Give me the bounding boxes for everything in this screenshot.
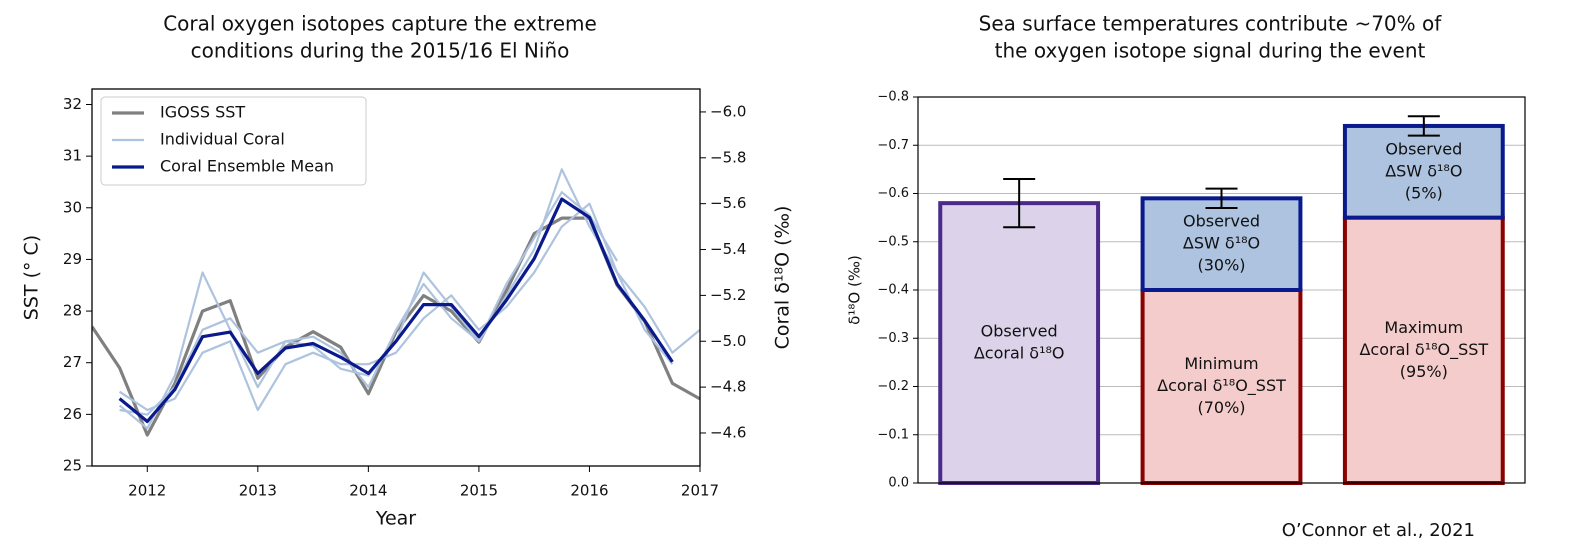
segment-label: (5%) (1405, 183, 1443, 202)
y-tick-label: 29 (63, 250, 82, 268)
legend-label: Individual Coral (160, 130, 285, 149)
chart-title: the oxygen isotope signal during the eve… (995, 39, 1426, 63)
y-axis-label: δ¹⁸O (‰) (846, 255, 864, 325)
bar-segment (938, 201, 1101, 485)
chart-title: Sea surface temperatures contribute ~70%… (979, 12, 1443, 36)
y2-axis-label: Coral δ¹⁸O (‰) (772, 206, 794, 350)
y2-tick-label: −5.6 (710, 194, 746, 212)
error-bar (1205, 187, 1238, 209)
y2-tick-label: −5.8 (710, 148, 746, 166)
x-tick-label: 2013 (239, 482, 277, 500)
segment-label: ΔSW δ¹⁸O (1385, 161, 1462, 180)
y-tick-label: −0.3 (877, 331, 909, 346)
segment-label: Observed (1183, 212, 1260, 231)
y-tick-label: −0.8 (877, 90, 909, 105)
y-tick-label: −0.4 (877, 283, 909, 298)
y-tick-label: −0.5 (877, 234, 909, 249)
chart-title: conditions during the 2015/16 El Niño (191, 39, 570, 63)
credit: O’Connor et al., 2021 (1282, 520, 1475, 541)
segment-label: Observed (1385, 139, 1462, 158)
axes-frame (91, 88, 701, 467)
segment-label: (30%) (1197, 256, 1245, 275)
x-tick-label: 2016 (570, 482, 608, 500)
y-tick-label: 28 (63, 302, 82, 320)
x-tick-label: 2012 (128, 482, 166, 500)
error-bar (1003, 178, 1036, 229)
y2-tick-label: −5.4 (710, 240, 746, 258)
segment-label: (70%) (1197, 398, 1245, 417)
x-tick-label: 2014 (349, 482, 387, 500)
axes-frame (917, 96, 1526, 484)
y2-tick-label: −4.6 (710, 423, 746, 441)
y-tick-label: −0.1 (877, 427, 909, 442)
series-line (118, 197, 674, 424)
y2-tick-label: −5.2 (710, 286, 746, 304)
y-tick-label: 32 (63, 95, 82, 113)
y-axis-label: SST (° C) (21, 235, 43, 320)
segment-label: ΔSW δ¹⁸O (1183, 234, 1260, 253)
bar-segment (1342, 123, 1505, 220)
y-tick-label: −0.7 (877, 138, 909, 153)
legend-label: IGOSS SST (160, 103, 245, 122)
legend-box (100, 96, 367, 186)
y2-tick-label: −6.0 (710, 102, 746, 120)
y-tick-label: 26 (63, 405, 82, 423)
error-bar (1407, 115, 1440, 137)
segment-label: Δcoral δ¹⁸O (974, 344, 1065, 363)
y-tick-label: 0.0 (888, 476, 909, 491)
y-tick-label: 27 (63, 353, 82, 371)
x-tick-label: 2017 (681, 482, 719, 500)
y-tick-label: 30 (63, 198, 82, 216)
y-tick-label: −0.6 (877, 186, 909, 201)
segment-label: Maximum (1384, 318, 1463, 337)
bar-segment (1140, 196, 1303, 292)
segment-label: Observed (981, 322, 1058, 341)
bar-segment (1140, 288, 1303, 485)
y2-tick-label: −5.0 (710, 332, 746, 350)
chart-title: Coral oxygen isotopes capture the extrem… (163, 12, 597, 36)
segment-label: (95%) (1400, 362, 1448, 381)
series-line (118, 168, 674, 430)
y-tick-label: 25 (63, 457, 82, 475)
segment-label: Minimum (1184, 354, 1258, 373)
series-line (119, 191, 619, 416)
segment-label: Δcoral δ¹⁸O_SST (1359, 340, 1488, 360)
y-tick-label: 31 (63, 147, 82, 165)
segment-label: Δcoral δ¹⁸O_SST (1157, 376, 1286, 396)
y2-tick-label: −4.8 (710, 378, 746, 396)
x-tick-label: 2015 (460, 482, 498, 500)
legend-label: Coral Ensemble Mean (160, 157, 334, 176)
x-axis-label: Year (375, 508, 416, 530)
y-tick-label: −0.2 (877, 379, 909, 394)
